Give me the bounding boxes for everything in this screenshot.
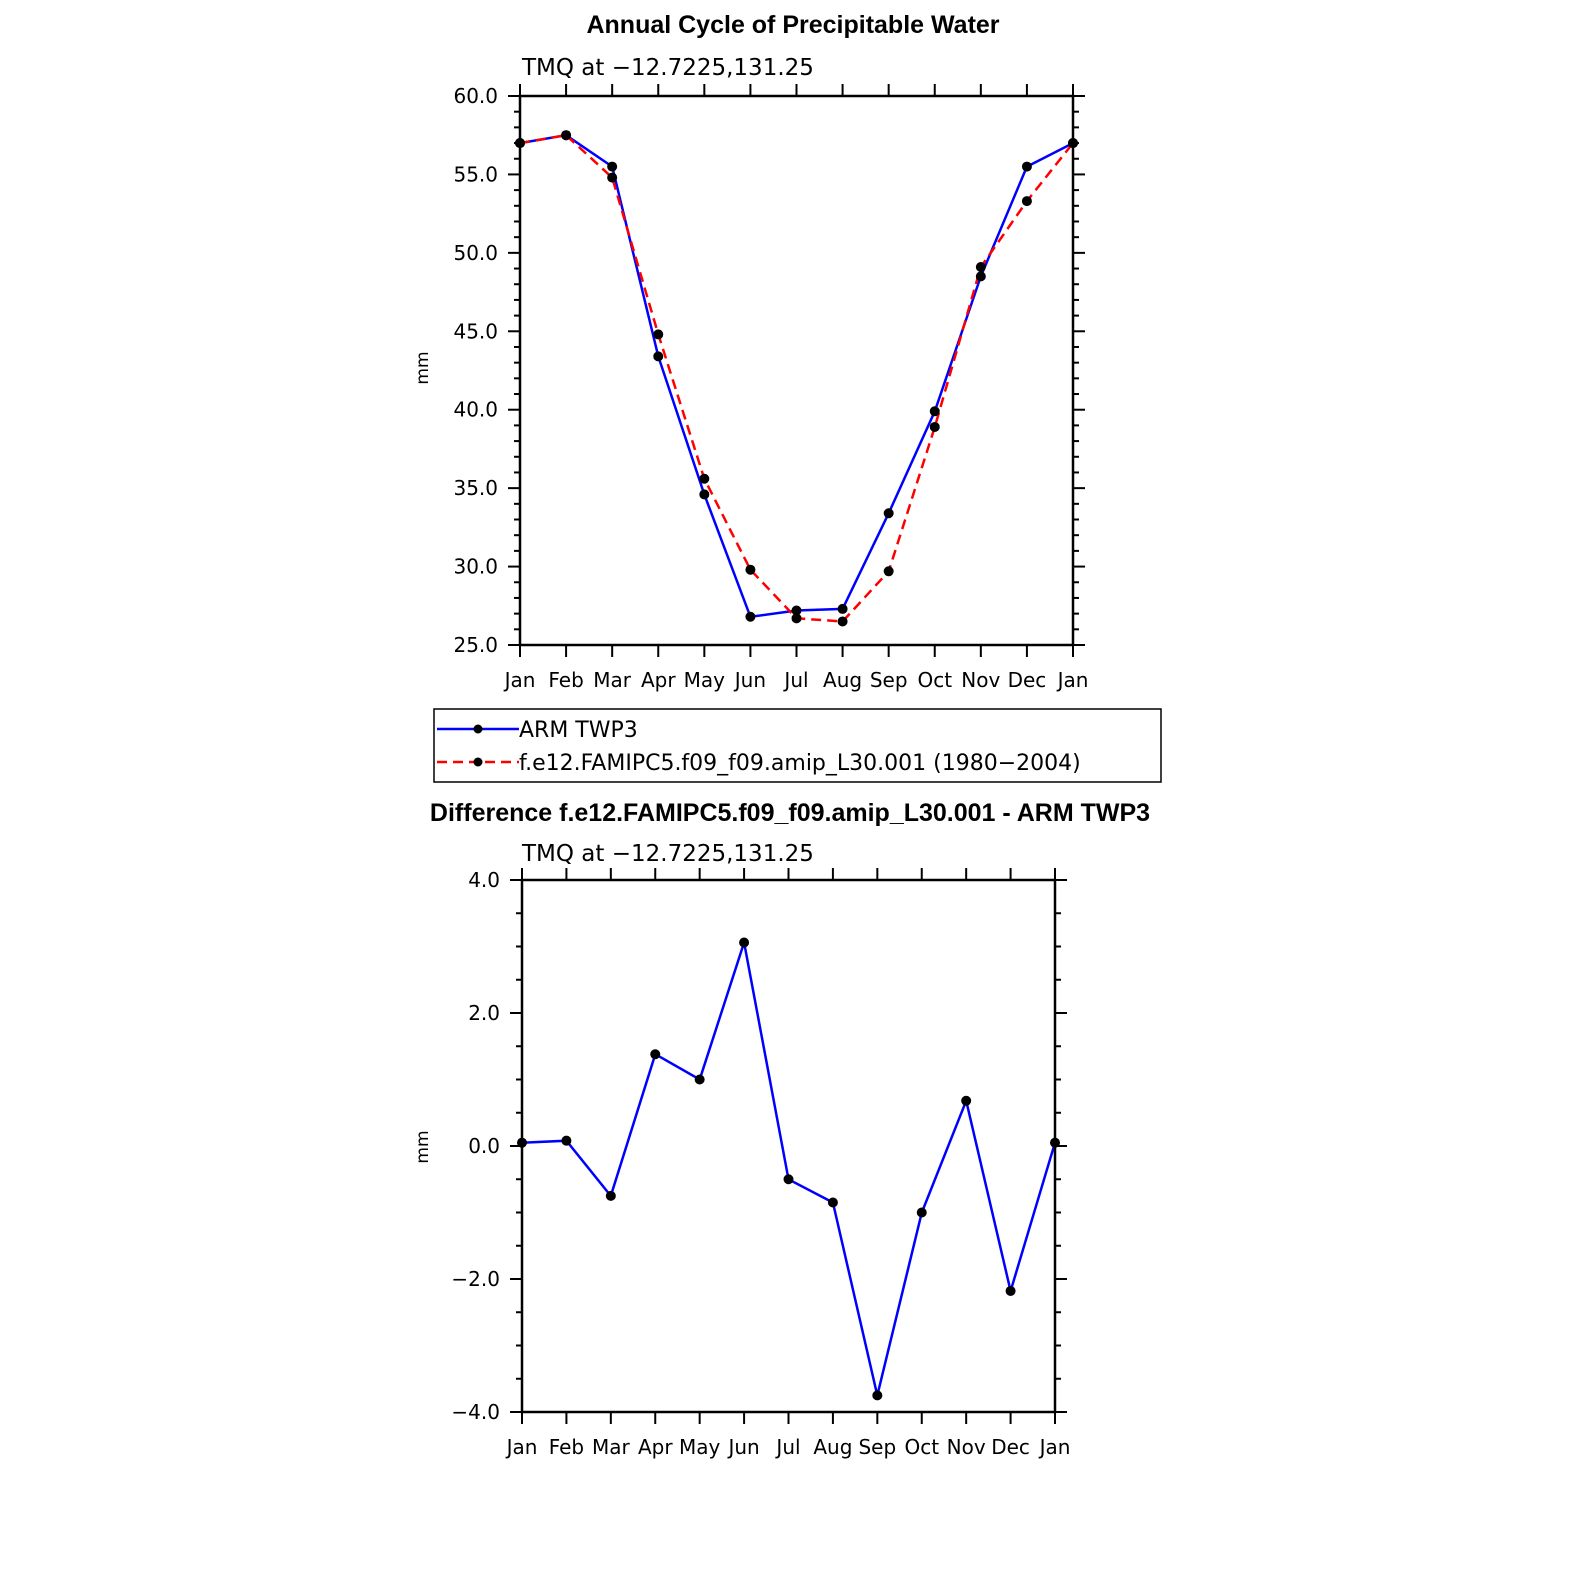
x-tick-label: Jan (1056, 668, 1089, 692)
difference-chart: Difference f.e12.FAMIPC5.f09_f09.amip_L3… (413, 799, 1150, 1459)
y-tick-label: 55.0 (453, 162, 498, 186)
y-tick-label: 40.0 (453, 398, 498, 422)
data-point (929, 421, 940, 432)
data-point (929, 406, 940, 417)
y-tick-label: 30.0 (453, 555, 498, 579)
data-point (791, 605, 802, 616)
data-point (607, 161, 618, 172)
x-tick-label: Feb (548, 668, 583, 692)
y-axis-label: mm (413, 1130, 433, 1163)
x-tick-label: May (679, 1435, 721, 1459)
x-tick-label: Jan (1038, 1435, 1071, 1459)
data-point (975, 271, 986, 282)
data-point (961, 1095, 972, 1106)
legend-label-arm-twp3: ARM TWP3 (519, 718, 638, 743)
data-point (745, 564, 756, 575)
data-point (561, 1135, 572, 1146)
x-tick-label: Jun (733, 668, 766, 692)
legend-label-model: f.e12.FAMIPC5.f09_f09.amip_L30.001 (1980… (519, 751, 1081, 776)
data-point (783, 1174, 794, 1185)
data-point (1005, 1285, 1016, 1296)
y-tick-label: 0.0 (468, 1134, 500, 1158)
y-tick-label: 4.0 (468, 868, 500, 892)
chart-title: Annual Cycle of Precipitable Water (586, 11, 999, 39)
chart-subtitle: TMQ at −12.7225,131.25 (521, 55, 814, 81)
series-points (517, 937, 1060, 1401)
x-tick-label: Mar (592, 1435, 631, 1459)
y-axis-label: mm (413, 351, 433, 384)
data-point (739, 937, 750, 948)
data-point (1021, 161, 1032, 172)
y-tick-label: −2.0 (451, 1267, 500, 1291)
x-tick-label: Jul (782, 668, 808, 692)
y-tick-label: 2.0 (468, 1001, 500, 1025)
x-tick-label: Nov (947, 1435, 986, 1459)
data-point (607, 172, 618, 183)
x-tick-label: Nov (961, 668, 1000, 692)
x-tick-label: Jun (726, 1435, 759, 1459)
data-point (883, 508, 894, 519)
chart-subtitle: TMQ at −12.7225,131.25 (521, 841, 814, 867)
y-tick-label: 60.0 (453, 84, 498, 108)
x-tick-label: Dec (991, 1435, 1030, 1459)
x-tick-label: Oct (904, 1435, 939, 1459)
x-tick-label: Sep (858, 1435, 896, 1459)
x-tick-label: May (684, 668, 726, 692)
y-tick-labels: −4.0 −2.0 0.0 2.0 4.0 (451, 868, 500, 1424)
x-tick-label: Apr (641, 668, 676, 692)
y-tick-label: 45.0 (453, 319, 498, 343)
annual-cycle-chart: Annual Cycle of Precipitable Water TMQ a… (413, 11, 1162, 783)
plot-frame (520, 878, 1057, 1414)
chart-title: Difference f.e12.FAMIPC5.f09_f09.amip_L3… (430, 799, 1150, 827)
data-point (975, 261, 986, 272)
series-points (515, 130, 1078, 627)
data-point (883, 566, 894, 577)
data-point (561, 130, 572, 141)
data-point (699, 473, 710, 484)
x-tick-labels: Jan Feb Mar Apr May Jun Jul Aug Sep Oct Nov Dec Jan (503, 668, 1089, 692)
legend-box (433, 708, 1162, 783)
data-point (872, 1390, 883, 1401)
x-tick-label: Mar (593, 668, 632, 692)
y-tick-label: 25.0 (453, 633, 498, 657)
data-point (827, 1197, 838, 1208)
data-point (699, 489, 710, 500)
data-point (653, 351, 664, 362)
data-point (837, 603, 848, 614)
legend: ARM TWP3 f.e12.FAMIPC5.f09_f09.amip_L30.… (433, 708, 1162, 783)
y-tick-label: 35.0 (453, 476, 498, 500)
x-tick-label: Aug (813, 1435, 852, 1459)
data-point (1021, 196, 1032, 207)
data-point (694, 1074, 705, 1085)
x-tick-label: Jan (505, 1435, 538, 1459)
x-tick-labels: Jan Feb Mar Apr May Jun Jul Aug Sep Oct Nov Dec Jan (505, 1435, 1071, 1459)
data-point (745, 611, 756, 622)
x-tick-label: Oct (917, 668, 952, 692)
x-tick-label: Dec (1008, 668, 1047, 692)
x-tick-label: Apr (638, 1435, 673, 1459)
x-tick-label: Jul (774, 1435, 800, 1459)
legend-marker-model (473, 757, 483, 767)
y-tick-labels: 25.0 30.0 35.0 40.0 45.0 50.0 55.0 60.0 (453, 84, 498, 657)
plot-frame (518, 94, 1075, 647)
data-point (791, 613, 802, 624)
x-tick-label: Aug (823, 668, 862, 692)
y-tick-label: −4.0 (451, 1400, 500, 1424)
data-point (837, 616, 848, 627)
legend-marker-arm-twp3 (473, 724, 483, 734)
data-point (653, 329, 664, 340)
x-tick-label: Feb (549, 1435, 584, 1459)
x-tick-label: Jan (503, 668, 536, 692)
data-point (916, 1207, 927, 1218)
y-tick-label: 50.0 (453, 241, 498, 265)
data-point (605, 1190, 616, 1201)
x-tick-label: Sep (870, 668, 908, 692)
data-point (650, 1049, 661, 1060)
